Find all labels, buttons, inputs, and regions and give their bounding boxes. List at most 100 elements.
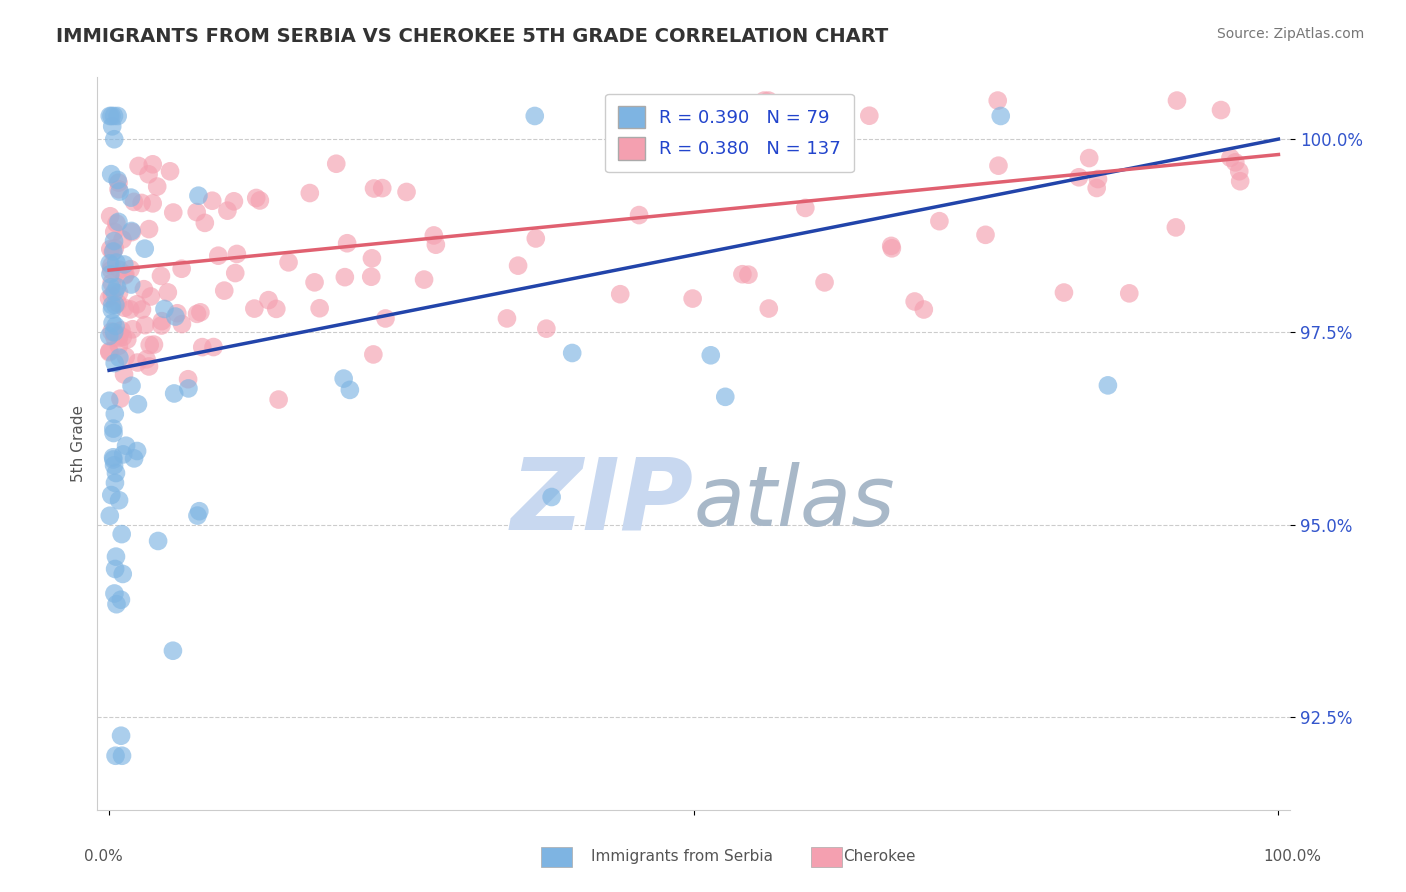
Point xyxy=(98,393,121,408)
Point xyxy=(114,268,136,283)
Point xyxy=(110,592,132,607)
Point xyxy=(162,205,184,219)
Point xyxy=(98,242,121,256)
Point xyxy=(134,242,156,256)
Point xyxy=(758,301,780,316)
Point xyxy=(108,331,131,345)
Point xyxy=(104,748,127,763)
Point xyxy=(103,425,125,440)
Point xyxy=(138,359,160,374)
Point xyxy=(100,267,122,281)
Point xyxy=(1219,151,1241,165)
Text: Immigrants from Serbia: Immigrants from Serbia xyxy=(591,849,772,863)
Point xyxy=(120,262,142,277)
Point xyxy=(225,247,247,261)
Point xyxy=(524,231,547,245)
Point xyxy=(98,209,121,223)
Point xyxy=(107,296,129,310)
Point xyxy=(111,527,134,541)
Point xyxy=(395,185,418,199)
Point xyxy=(112,258,135,272)
Point xyxy=(731,267,754,281)
Point xyxy=(107,109,129,123)
Point xyxy=(120,191,142,205)
Point xyxy=(360,269,382,284)
Point xyxy=(425,237,447,252)
Point xyxy=(153,301,176,316)
Point xyxy=(361,252,384,266)
Y-axis label: 5th Grade: 5th Grade xyxy=(72,405,86,482)
Point xyxy=(245,191,267,205)
Point xyxy=(628,208,651,222)
Point xyxy=(700,348,723,362)
Point xyxy=(104,562,127,576)
Point xyxy=(114,268,136,282)
Text: 0.0%: 0.0% xyxy=(84,849,124,863)
Point xyxy=(111,566,134,581)
Point xyxy=(150,318,173,333)
Point xyxy=(212,284,235,298)
Point xyxy=(104,241,127,255)
Point xyxy=(98,256,121,270)
Point xyxy=(186,307,208,321)
Point xyxy=(1209,103,1232,117)
Point xyxy=(714,390,737,404)
Point xyxy=(103,422,125,436)
Point xyxy=(257,293,280,307)
Point xyxy=(880,239,903,253)
Point xyxy=(249,194,271,208)
Point xyxy=(928,214,950,228)
Point xyxy=(142,157,165,171)
Point xyxy=(127,444,149,458)
Point xyxy=(1053,285,1076,300)
Point xyxy=(104,466,127,480)
Point xyxy=(177,381,200,395)
Point xyxy=(107,215,129,229)
Point xyxy=(880,241,903,255)
Point xyxy=(682,292,704,306)
Point xyxy=(105,217,128,231)
Point xyxy=(974,227,997,242)
Point xyxy=(117,333,139,347)
Point xyxy=(108,262,131,277)
Point xyxy=(114,350,136,364)
Point xyxy=(108,285,131,300)
Point xyxy=(752,94,775,108)
Point xyxy=(162,644,184,658)
Point xyxy=(108,339,131,353)
Point xyxy=(146,533,169,548)
Point xyxy=(105,280,128,294)
Point xyxy=(100,263,122,277)
Text: Source: ZipAtlas.com: Source: ZipAtlas.com xyxy=(1216,27,1364,41)
Point xyxy=(101,120,124,134)
Text: Cherokee: Cherokee xyxy=(844,849,917,863)
Point xyxy=(121,378,143,392)
Point xyxy=(813,276,835,290)
Point xyxy=(107,182,129,196)
Point xyxy=(298,186,321,200)
Point xyxy=(121,225,143,239)
Point xyxy=(156,285,179,300)
Point xyxy=(103,458,125,473)
Text: 100.0%: 100.0% xyxy=(1264,849,1322,863)
Point xyxy=(100,280,122,294)
Point xyxy=(217,203,239,218)
Point xyxy=(108,328,131,343)
Point xyxy=(138,222,160,236)
Point xyxy=(100,109,122,123)
Point xyxy=(103,244,125,259)
Point xyxy=(1166,94,1188,108)
Point xyxy=(325,157,347,171)
Point xyxy=(98,344,121,359)
Point xyxy=(224,266,246,280)
Point xyxy=(103,330,125,344)
Point xyxy=(277,255,299,269)
Point xyxy=(1085,181,1108,195)
Point xyxy=(108,493,131,508)
Point xyxy=(139,289,162,303)
Point xyxy=(990,109,1012,123)
Point xyxy=(132,282,155,296)
Point xyxy=(363,181,385,195)
Point xyxy=(336,236,359,251)
Point xyxy=(165,310,187,324)
